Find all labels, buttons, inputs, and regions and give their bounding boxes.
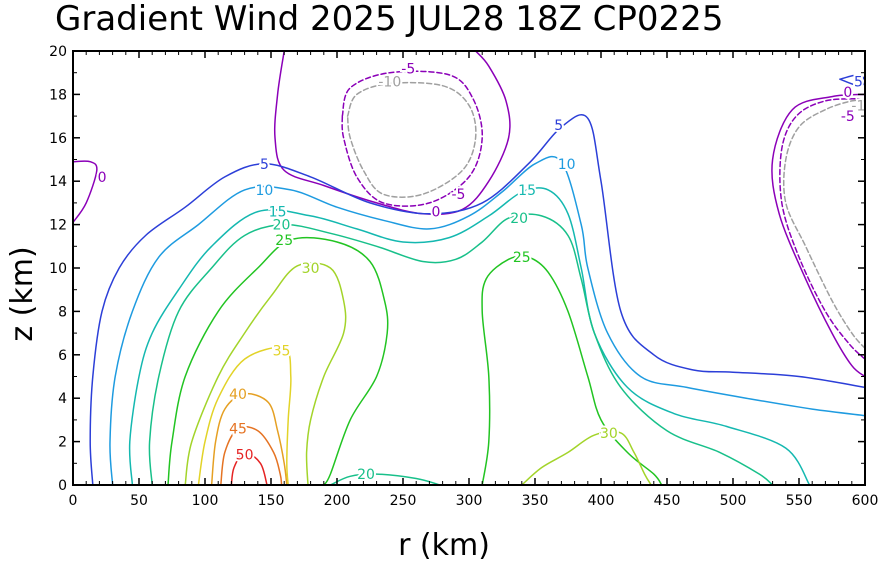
contour-line-40 — [210, 392, 288, 485]
contour-label: -10 — [378, 74, 401, 90]
y-tick-label: 12 — [49, 218, 67, 234]
contour-line-45 — [220, 425, 283, 485]
contour-line-neg10 — [782, 99, 865, 350]
contour-label: 0 — [843, 85, 852, 101]
y-tick-label: 20 — [49, 44, 67, 60]
contour-label: 10 — [558, 157, 576, 173]
contour-label: 30 — [600, 426, 618, 442]
x-tick-label: 250 — [390, 493, 417, 509]
x-tick-label: 400 — [588, 493, 615, 509]
x-axis-ticks: 0 50 100 150 200 250 300 350 400 450 500 550 600 — [69, 51, 879, 509]
contour-line-5 — [839, 74, 865, 87]
plot-frame — [72, 50, 866, 486]
contour-label: 30 — [302, 261, 320, 277]
x-tick-label: 500 — [720, 493, 747, 509]
y-tick-label: 0 — [58, 478, 67, 494]
contour-label: 25 — [513, 250, 531, 266]
contour-line-5 — [89, 114, 865, 485]
contour-label: 0 — [98, 170, 107, 186]
y-tick-label: 6 — [58, 348, 67, 364]
contour-line-20 — [148, 213, 774, 485]
contour-line-25 — [481, 255, 663, 485]
chart-title: Gradient Wind 2025 JUL28 18Z CP0225 — [55, 0, 723, 39]
x-tick-label: 600 — [852, 493, 879, 509]
x-tick-label: 150 — [258, 493, 285, 509]
y-axis-ticks: 0 2 4 6 8 10 12 14 16 18 20 — [49, 44, 865, 494]
y-tick-label: 4 — [58, 391, 67, 407]
contour-line-0 — [73, 160, 98, 224]
contour-line-25 — [167, 236, 389, 485]
x-tick-label: 50 — [130, 493, 148, 509]
contour-label: 5 — [854, 74, 863, 90]
contour-label: 50 — [236, 448, 254, 464]
x-axis-label: r (km) — [398, 528, 490, 561]
contour-line-20 — [329, 473, 441, 485]
contour-line-10 — [109, 155, 865, 485]
contour-label: 15 — [518, 183, 536, 199]
contour-label: 20 — [357, 467, 375, 483]
contour-label: 20 — [273, 218, 291, 234]
x-tick-label: 100 — [192, 493, 219, 509]
y-tick-label: 14 — [49, 174, 67, 190]
contour-line-35 — [197, 346, 292, 485]
contour-label: -5 — [401, 61, 415, 77]
contour-label: 15 — [269, 205, 287, 221]
contour-label: 0 — [432, 205, 441, 221]
x-tick-label: 200 — [324, 493, 351, 509]
contour-line-30 — [184, 262, 347, 485]
contour-label: -5 — [841, 109, 855, 125]
contour-label: 35 — [273, 343, 291, 359]
x-tick-label: 550 — [786, 493, 813, 509]
x-tick-label: 450 — [654, 493, 681, 509]
contour-line-neg10 — [346, 81, 477, 198]
y-tick-label: 2 — [58, 435, 67, 451]
contour-line-30 — [521, 430, 652, 485]
y-tick-label: 16 — [49, 131, 67, 147]
contour-label: 45 — [229, 422, 247, 438]
contour-label: 25 — [275, 233, 293, 249]
contour-line-neg5 — [341, 70, 483, 207]
contour-line-15 — [128, 187, 811, 485]
contour-label: 10 — [255, 183, 273, 199]
x-tick-label: 350 — [522, 493, 549, 509]
contour-lines — [73, 51, 865, 485]
y-tick-label: 10 — [49, 261, 67, 277]
x-tick-label: 0 — [69, 493, 78, 509]
contour-label: 5 — [554, 118, 563, 134]
contour-label: 40 — [229, 387, 247, 403]
contour-line-0 — [771, 93, 865, 378]
contour-line-neg5 — [779, 97, 865, 360]
y-axis-label: z (km) — [5, 246, 40, 341]
contour-label: -1 — [851, 98, 865, 114]
contour-label: 5 — [260, 157, 269, 173]
contour-label: 20 — [510, 211, 528, 227]
y-tick-label: 8 — [58, 304, 67, 320]
contour-label: -5 — [451, 187, 465, 203]
x-tick-label: 300 — [456, 493, 483, 509]
y-tick-label: 18 — [49, 87, 67, 103]
contour-line-50 — [230, 451, 268, 485]
